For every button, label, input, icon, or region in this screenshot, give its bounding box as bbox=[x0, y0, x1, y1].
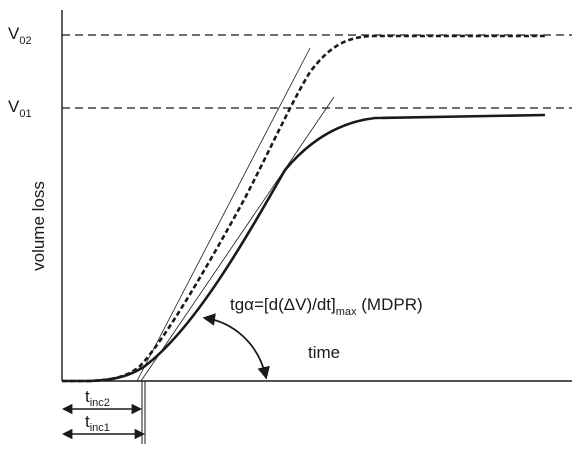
tangent-line-upper bbox=[136, 47, 311, 382]
x-axis-label: time bbox=[308, 343, 340, 362]
curve-solid bbox=[62, 113, 546, 383]
tangent-line-lower bbox=[140, 96, 335, 382]
curve-dashed bbox=[62, 34, 548, 383]
t-inc2-label: tinc2 bbox=[85, 387, 110, 409]
v02-label: V02 bbox=[8, 24, 32, 47]
y-axis-label: volume loss bbox=[29, 181, 48, 271]
v01-label: V01 bbox=[8, 97, 32, 120]
mdpr-annotation: tgα=[d(ΔV)/dt]max (MDPR) bbox=[230, 295, 423, 318]
angle-arc-arrow bbox=[202, 313, 270, 380]
t-inc1-label: tinc1 bbox=[85, 412, 110, 434]
